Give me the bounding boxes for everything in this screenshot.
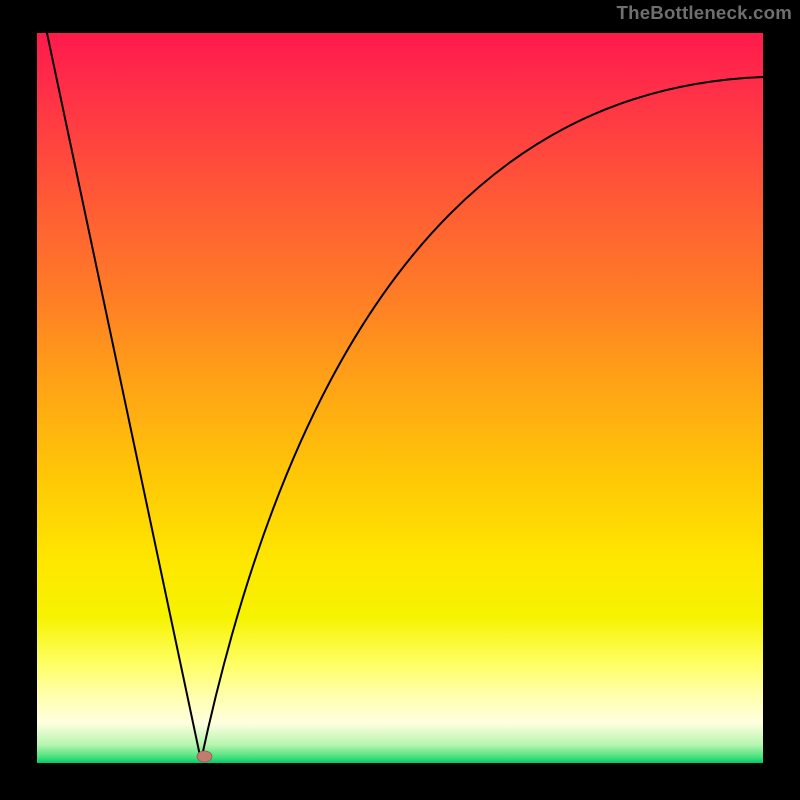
chart-svg <box>0 0 800 800</box>
watermark-text: TheBottleneck.com <box>617 2 793 24</box>
plot-background <box>37 33 763 763</box>
min-marker <box>197 751 212 762</box>
figure-root: TheBottleneck.com <box>0 0 800 800</box>
